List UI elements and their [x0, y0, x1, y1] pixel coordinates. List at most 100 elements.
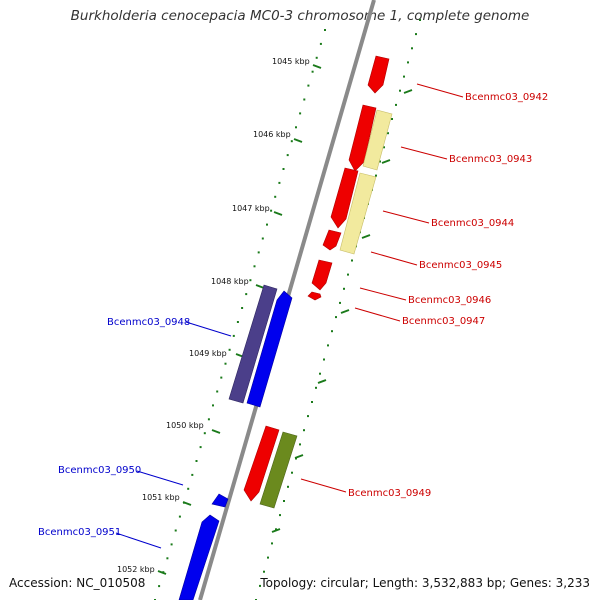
tick-label-1050: 1050 kbp: [166, 421, 204, 430]
inner-tick-dot: [228, 348, 231, 351]
inner-tick-dot: [216, 390, 219, 393]
gene-0945-feature[interactable]: [322, 229, 342, 251]
inner-tick-dot: [257, 251, 260, 254]
outer-tick-dot: [311, 401, 313, 403]
tick-label-1047: 1047 kbp: [232, 204, 270, 213]
inner-tick-dot: [158, 585, 161, 588]
gene-label-0951[interactable]: Bcenmc03_0951: [38, 527, 121, 538]
inner-tick-dot: [307, 84, 310, 87]
outer-tick-dot: [267, 556, 269, 559]
tick-label-1048: 1048 kbp: [211, 277, 249, 286]
gene-label-0947[interactable]: Bcenmc03_0947: [402, 316, 485, 327]
inner-tick-dot: [286, 154, 289, 157]
gene-label-0949[interactable]: Bcenmc03_0949: [348, 488, 431, 499]
gene-0949-outer-feature[interactable]: [259, 431, 298, 509]
gene-label-0946[interactable]: Bcenmc03_0946: [408, 295, 491, 306]
gene-0949-feature[interactable]: [243, 425, 280, 502]
inner-tick-dot: [207, 418, 210, 421]
reverse-features: [178, 284, 293, 600]
outer-tick-dot: [399, 89, 401, 92]
tick-label-1046: 1046 kbp: [253, 130, 291, 139]
inner-tick-dot: [174, 529, 177, 532]
tick-marks: [157, 64, 413, 575]
outer-tick-dot: [347, 273, 349, 276]
inner-tick-dot: [249, 279, 252, 282]
outer-tick-dot: [351, 259, 353, 262]
inner-tick-dot: [299, 112, 302, 115]
outer-tick-dot: [307, 415, 309, 418]
gene-0943-outer-feature[interactable]: [362, 109, 393, 171]
outer-tick-dot: [415, 33, 417, 36]
gene-0950-feature[interactable]: [211, 493, 229, 508]
outer-tick-dot: [395, 103, 397, 106]
inner-tick-dot: [191, 473, 194, 476]
outer-tick-dot: [315, 386, 317, 389]
gene-label-0950[interactable]: Bcenmc03_0950: [58, 465, 141, 476]
inner-tick-dot: [166, 557, 169, 560]
outer-tick-dot: [403, 75, 405, 78]
inner-tick-dot: [282, 168, 285, 170]
gene-0946-feature[interactable]: [311, 259, 333, 291]
outer-tick-dot: [383, 146, 385, 149]
outer-tick-dot: [411, 47, 413, 50]
inner-tick-dot: [224, 362, 227, 365]
inner-tick-dot: [236, 321, 239, 323]
outer-tick-dot: [343, 287, 345, 290]
outer-tick-dot: [303, 429, 305, 432]
gene-0947-feature[interactable]: [307, 291, 322, 301]
inner-tick-dot: [261, 237, 264, 240]
outer-tick-dot: [259, 584, 261, 587]
outer-tick-dot: [319, 372, 321, 375]
inner-tick-dot: [187, 487, 190, 490]
outer-tick-dot: [331, 330, 333, 333]
tick-label-1052: 1052 kbp: [117, 565, 155, 574]
outer-tick-dot: [391, 118, 393, 120]
outer-tick-dot: [375, 174, 377, 177]
outer-tick-dot: [275, 528, 277, 531]
inner-tick-dot: [278, 181, 281, 184]
gene-label-0944[interactable]: Bcenmc03_0944: [431, 218, 514, 229]
outer-tick-dot: [263, 570, 265, 573]
inner-tick-dot: [295, 126, 297, 129]
gene-label-0943[interactable]: Bcenmc03_0943: [449, 154, 532, 165]
inner-tick-dot: [220, 376, 223, 379]
outer-tick-dot: [283, 500, 285, 502]
map-title: Burkholderia cenocepacia MC0-3 chromosom…: [70, 8, 530, 24]
outer-tick-dot: [287, 485, 289, 488]
outer-tick-dot: [327, 344, 329, 347]
inner-tick-dot: [274, 195, 277, 198]
gene-label-0942[interactable]: Bcenmc03_0942: [465, 92, 548, 103]
outer-tick-dot: [407, 61, 409, 64]
forward-features: [243, 55, 390, 502]
tick-label-1045: 1045 kbp: [272, 57, 310, 66]
outer-tick-dot: [291, 471, 293, 474]
gene-0944-outer-feature[interactable]: [339, 172, 377, 255]
gene-0944-feature[interactable]: [330, 167, 359, 229]
inner-tick-dot: [195, 460, 198, 462]
inner-tick-dot: [266, 223, 268, 226]
leader-lines: [115, 83, 464, 549]
tick-label-1051: 1051 kbp: [142, 493, 180, 502]
gene-label-0945[interactable]: Bcenmc03_0945: [419, 260, 502, 271]
gene-0951-feature[interactable]: [178, 514, 220, 600]
gene-0943-feature[interactable]: [348, 104, 377, 172]
inner-tick-dots: [154, 29, 326, 600]
inner-tick-dot: [311, 70, 314, 73]
gene-0948-feature[interactable]: [246, 290, 293, 408]
inner-tick-dot: [241, 307, 244, 309]
outer-tick-dot: [335, 316, 337, 319]
gene-label-0948[interactable]: Bcenmc03_0948: [107, 317, 190, 328]
inner-tick-dot: [253, 265, 256, 268]
inner-tick-dot: [232, 334, 235, 337]
gene-0942-feature[interactable]: [367, 55, 390, 94]
inner-tick-dot: [212, 404, 214, 407]
outer-tick-dot: [379, 160, 381, 163]
gene-0948-dark-feature[interactable]: [228, 284, 278, 404]
outer-tick-dot: [387, 132, 389, 135]
topology-text: Topology: circular; Length: 3,532,883 bp…: [260, 576, 590, 590]
inner-tick-dot: [319, 42, 322, 45]
outer-tick-dot: [323, 358, 325, 361]
inner-tick-dot: [203, 432, 206, 435]
